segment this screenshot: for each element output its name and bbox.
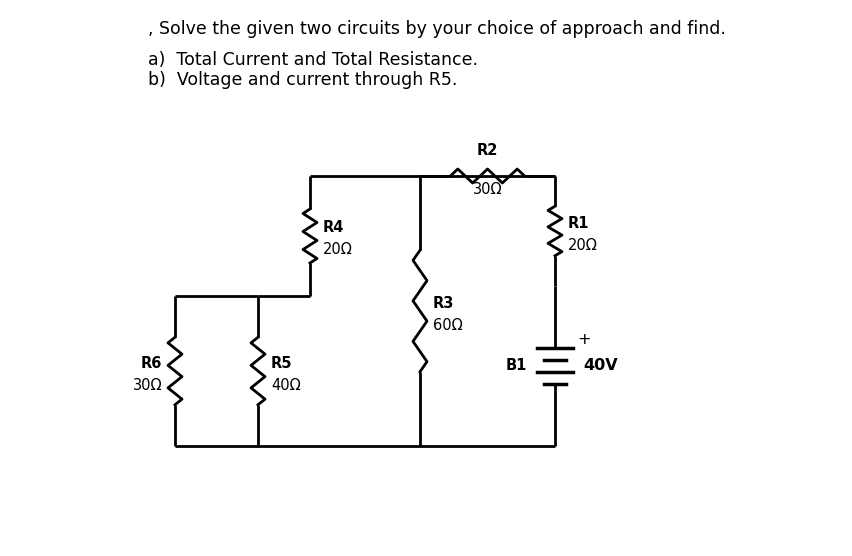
Text: R2: R2	[477, 143, 498, 158]
Text: 20Ω: 20Ω	[568, 237, 598, 252]
Text: 30Ω: 30Ω	[473, 182, 502, 197]
Text: +: +	[577, 332, 590, 348]
Text: R4: R4	[323, 221, 344, 236]
Text: a)  Total Current and Total Resistance.: a) Total Current and Total Resistance.	[148, 51, 478, 69]
Text: R1: R1	[568, 216, 590, 231]
Text: 20Ω: 20Ω	[323, 242, 353, 257]
Text: R3: R3	[433, 295, 454, 310]
Text: , Solve the given two circuits by your choice of approach and find.: , Solve the given two circuits by your c…	[148, 20, 726, 38]
Text: R5: R5	[271, 355, 292, 370]
Text: B1: B1	[505, 359, 527, 374]
Text: b)  Voltage and current through R5.: b) Voltage and current through R5.	[148, 71, 458, 89]
Text: 40V: 40V	[583, 359, 618, 374]
Text: R6: R6	[141, 355, 162, 370]
Text: 60Ω: 60Ω	[433, 317, 463, 332]
Text: 40Ω: 40Ω	[271, 378, 301, 393]
Text: 30Ω: 30Ω	[133, 378, 162, 393]
